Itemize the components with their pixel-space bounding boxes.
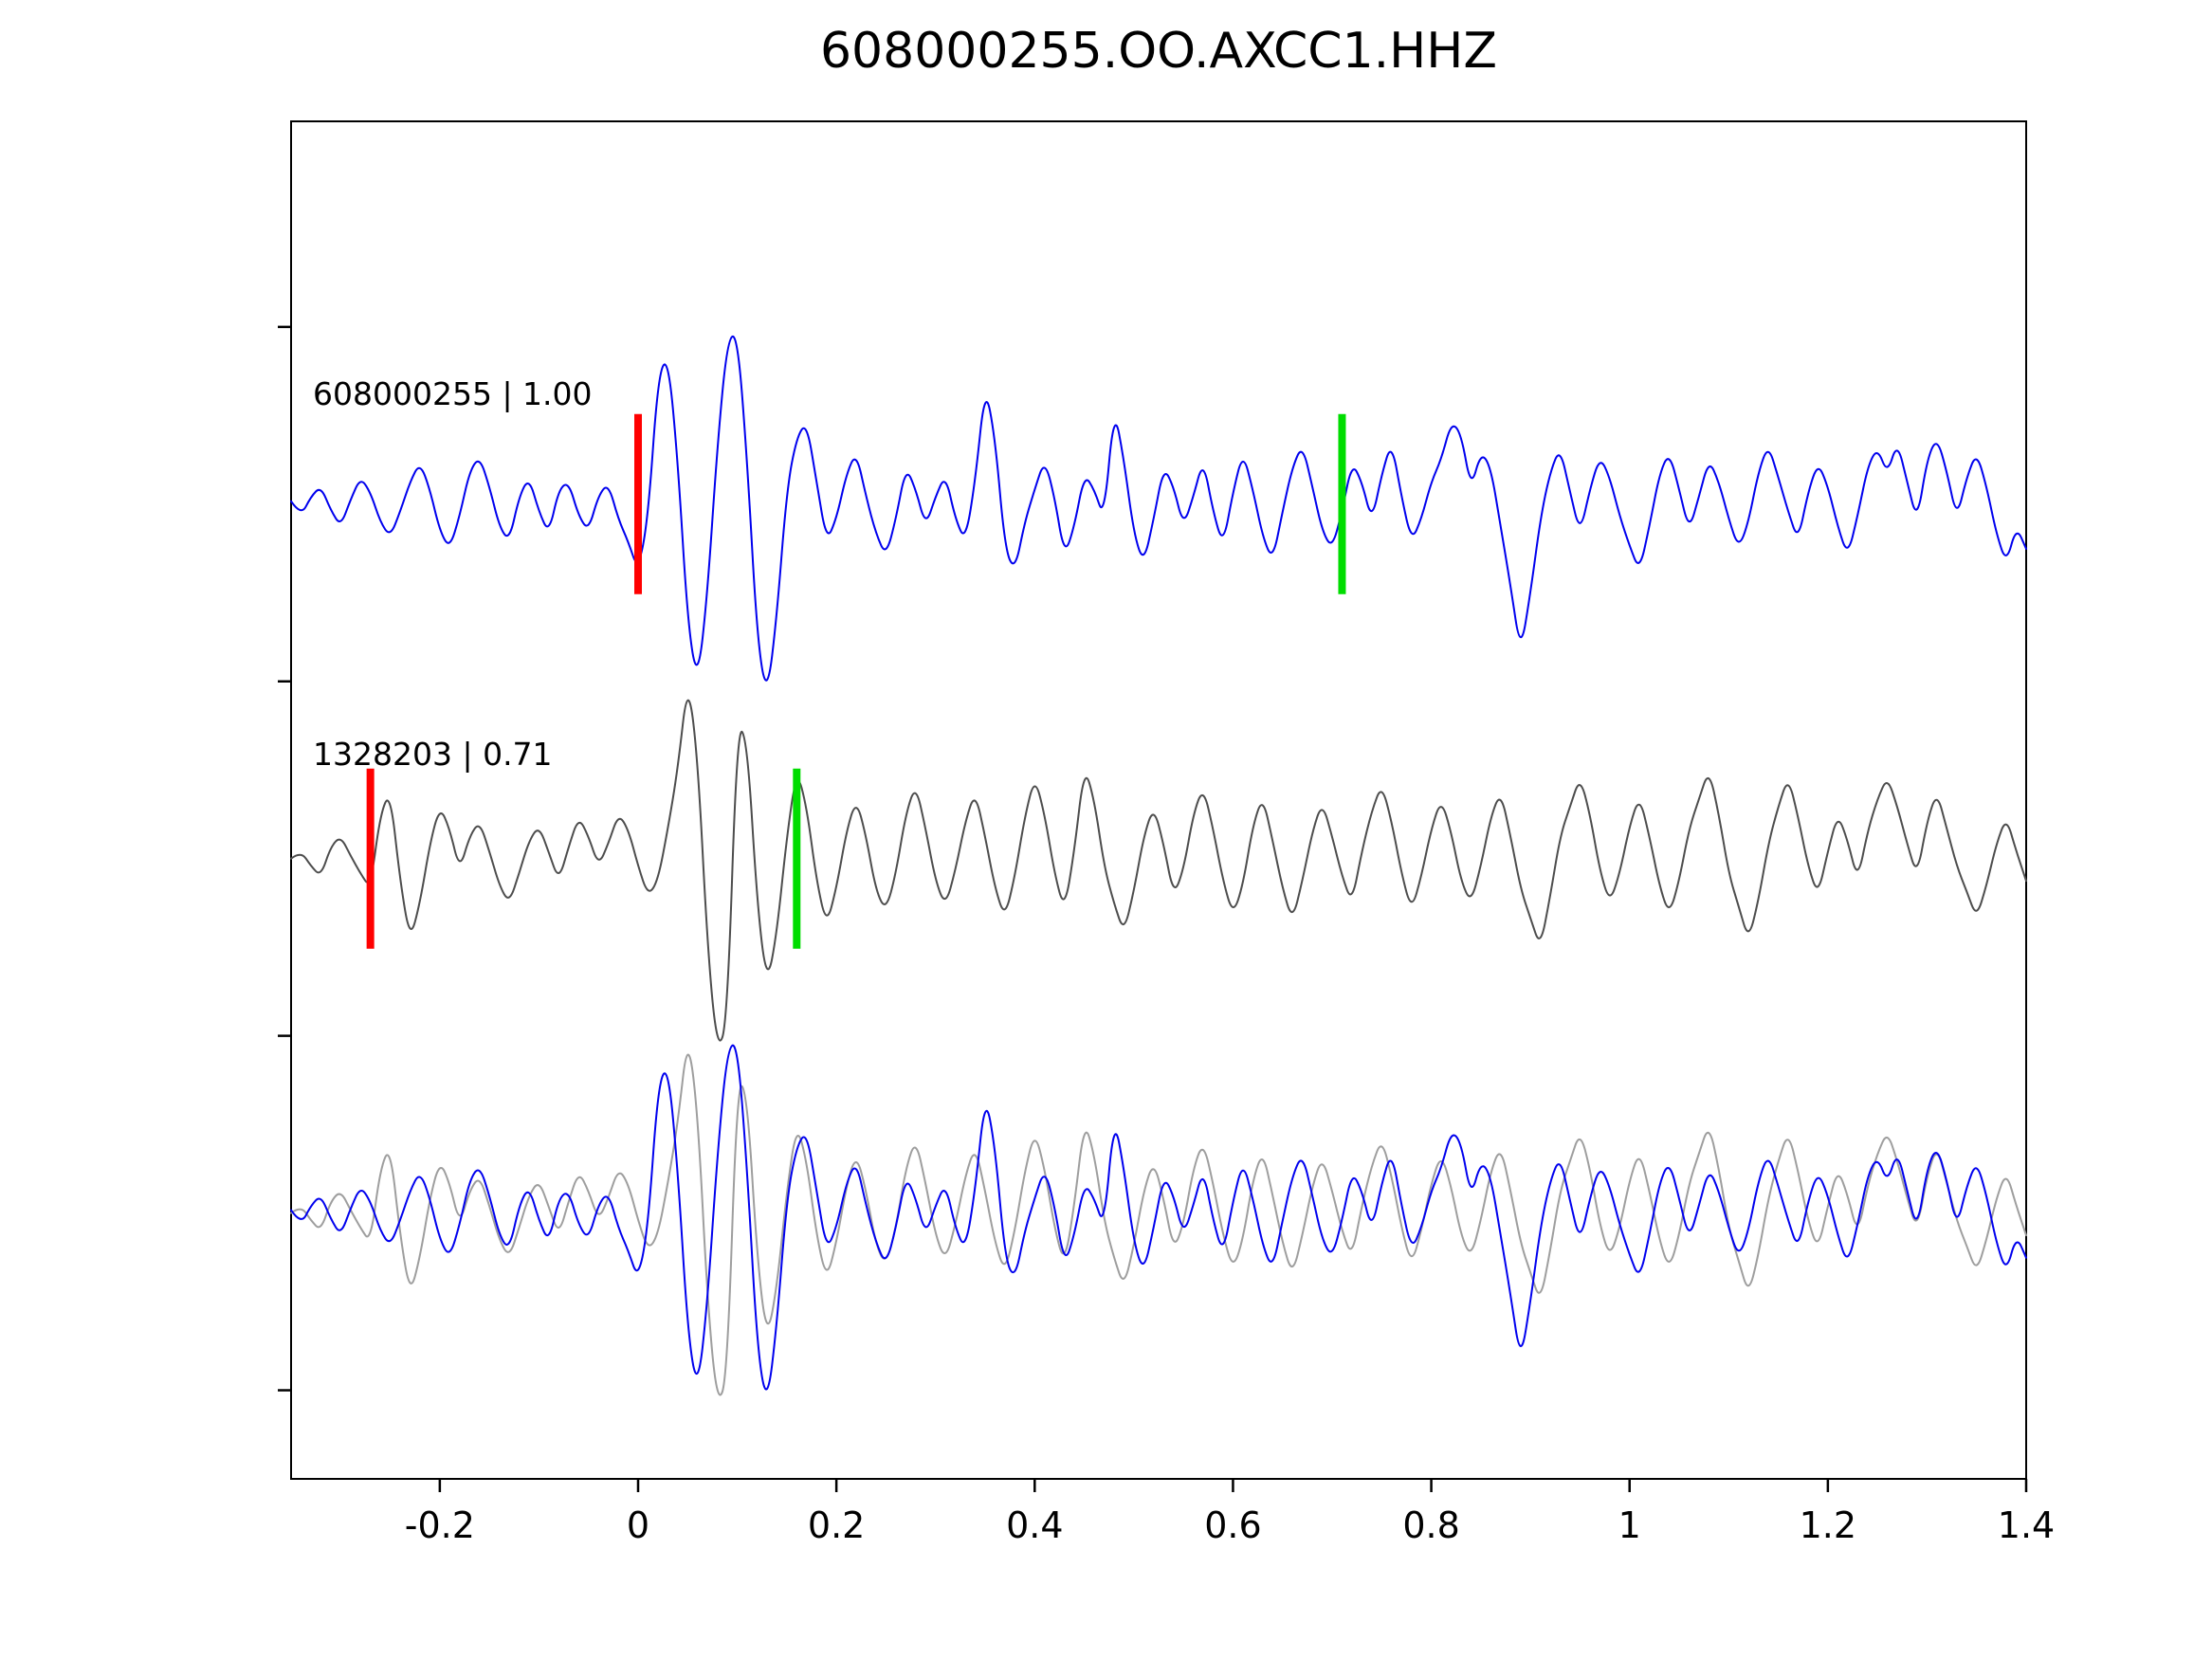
plot-border [290,120,2027,1480]
chart-title: 608000255.OO.AXCC1.HHZ [819,23,1498,80]
x-tick-label: 0.2 [808,1504,865,1546]
x-tick-label: -0.2 [405,1504,475,1546]
traces-group [290,336,2027,1396]
trace-overlay-template [290,1053,2027,1396]
x-tick-label: 1.4 [1998,1504,2055,1546]
x-tick-label: 1.2 [1800,1504,1856,1546]
trace-label-detection: 608000255 | 1.00 [313,375,593,412]
trace-detection-608000255 [290,336,2027,682]
trace-overlay-detection [290,1044,2027,1391]
axes-group: -0.2 0 0.2 0.4 0.6 0.8 1 1.2 1.4 [278,120,2055,1546]
pick-markers-group [366,413,1346,949]
trace-label-template: 1328203 | 0.71 [313,736,553,773]
x-tick-label: 1 [1618,1504,1641,1546]
x-tick-label: 0.6 [1204,1504,1261,1546]
x-tick-label: 0.8 [1402,1504,1459,1546]
x-tick-label: 0 [627,1504,649,1546]
trace-template-1328203 [290,699,2027,1042]
x-tick-label: 0.4 [1006,1504,1063,1546]
